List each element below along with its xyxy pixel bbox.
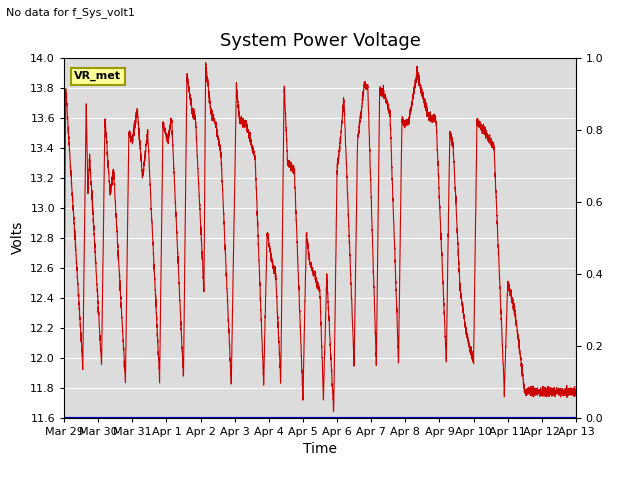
X-axis label: Time: Time (303, 442, 337, 456)
Text: VR_met: VR_met (74, 71, 121, 82)
Text: No data for f_Sys_volt1: No data for f_Sys_volt1 (6, 7, 135, 18)
Y-axis label: Volts: Volts (10, 221, 24, 254)
Title: System Power Voltage: System Power Voltage (220, 33, 420, 50)
